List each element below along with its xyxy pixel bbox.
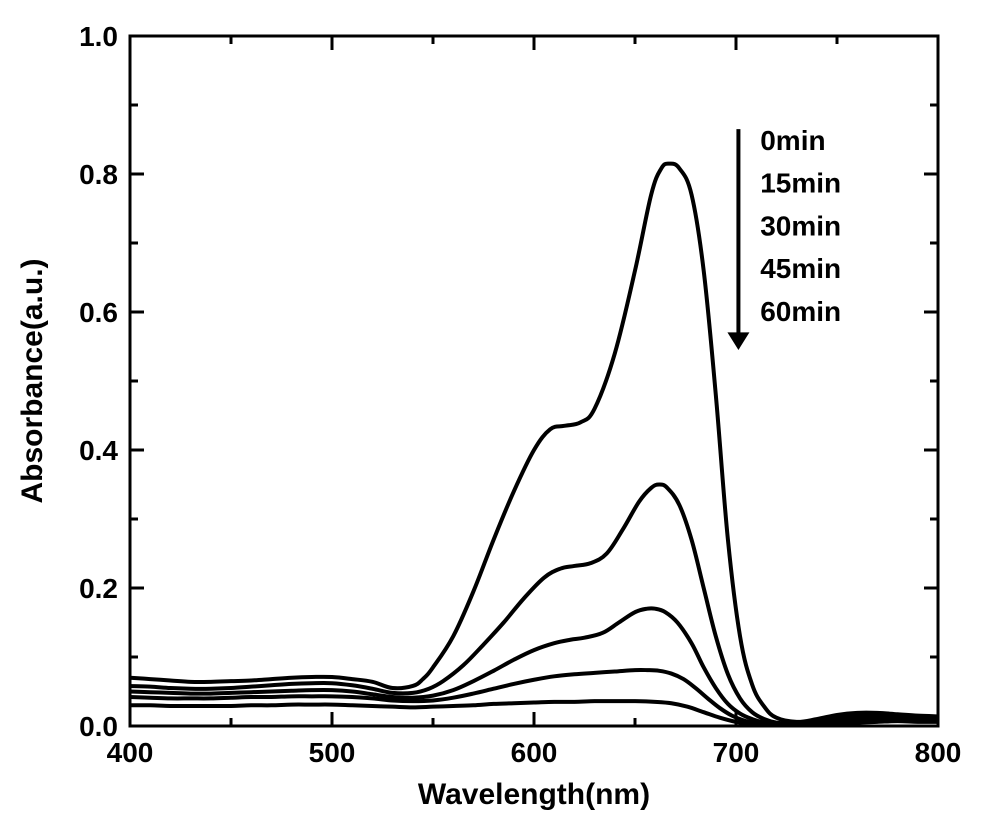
legend-label: 0min [760, 125, 825, 156]
y-tick-label: 1.0 [79, 21, 118, 52]
chart-svg: 400500600700800Wavelength(nm)0.00.20.40.… [0, 0, 1000, 835]
legend-label: 30min [760, 210, 841, 241]
legend-label: 60min [760, 296, 841, 327]
y-tick-label: 0.6 [79, 297, 118, 328]
y-tick-label: 0.4 [79, 435, 118, 466]
chart-bg [0, 0, 1000, 835]
legend-label: 45min [760, 253, 841, 284]
y-tick-label: 0.2 [79, 573, 118, 604]
x-tick-label: 700 [713, 737, 760, 768]
y-tick-label: 0.0 [79, 711, 118, 742]
y-tick-label: 0.8 [79, 159, 118, 190]
legend-label: 15min [760, 168, 841, 199]
x-tick-label: 600 [511, 737, 558, 768]
y-axis-label: Absorbance(a.u.) [16, 258, 49, 503]
x-tick-label: 800 [915, 737, 962, 768]
x-tick-label: 500 [309, 737, 356, 768]
absorbance-spectrum-chart: 400500600700800Wavelength(nm)0.00.20.40.… [0, 0, 1000, 835]
x-axis-label: Wavelength(nm) [418, 778, 650, 811]
